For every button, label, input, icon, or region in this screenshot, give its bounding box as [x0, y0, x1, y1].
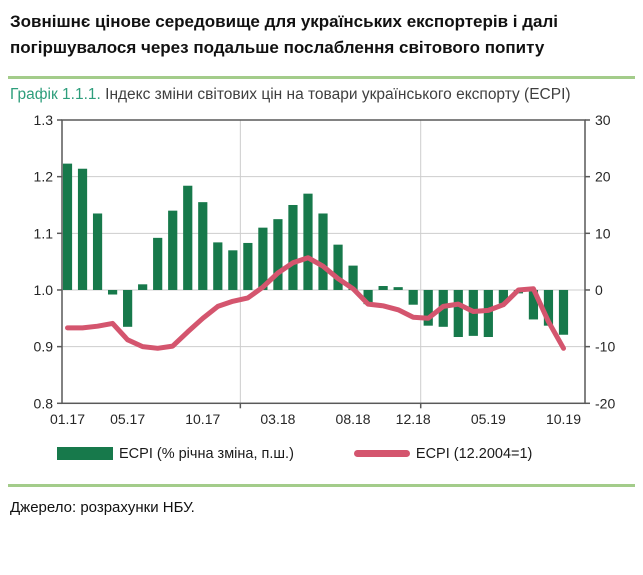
ecpi-yoy-bar: [348, 265, 358, 290]
ecpi-yoy-bar: [303, 193, 313, 290]
x-axis-label: 12.18: [396, 411, 431, 427]
left-axis-label: 0.8: [34, 395, 54, 411]
ecpi-yoy-bar: [138, 283, 148, 290]
ecpi-yoy-bar: [243, 242, 253, 290]
left-axis-label: 0.9: [34, 338, 54, 354]
right-axis-label: 0: [595, 282, 603, 298]
x-axis-label: 05.19: [471, 411, 506, 427]
x-axis-label: 08.18: [336, 411, 371, 427]
ecpi-index-line: [65, 254, 566, 351]
page-title: Зовнішнє цінове середовище для українськ…: [10, 12, 559, 58]
legend-item-line: ECPI (12.2004=1): [353, 445, 533, 462]
ecpi-yoy-bar: [273, 218, 283, 290]
ecpi-yoy-bar: [92, 213, 103, 290]
ecpi-yoy-bar: [288, 204, 298, 290]
ecpi-chart: 1.3 1.2 1.1 1.0 0.9 0.8 30 20 10 0 -10 -20 01.17 05.1…: [34, 112, 616, 427]
ecpi-yoy-bar: [318, 213, 328, 290]
right-axis-label: 20: [595, 168, 611, 184]
ecpi-yoy-bar: [153, 237, 163, 290]
left-axis-label: 1.1: [34, 225, 54, 241]
legend-item-bars: ECPI (% річна зміна, п.ш.): [57, 446, 294, 462]
right-axis-label: -20: [595, 395, 615, 411]
ecpi-yoy-bar: [528, 289, 539, 320]
ecpi-yoy-bar: [483, 289, 493, 337]
plot-border: [61, 118, 586, 404]
chart-legend: ECPI (% річна зміна, п.ш.) ECPI (12.2004…: [57, 446, 643, 462]
ecpi-yoy-bar: [543, 289, 554, 326]
ecpi-yoy-bar: [183, 185, 193, 290]
chart-number: Графік 1.1.1.: [10, 85, 101, 103]
line-series-swatch: [353, 450, 410, 458]
bar-series-swatch: [57, 447, 113, 461]
ecpi-yoy-bar: [62, 163, 73, 290]
left-axis-label: 1.3: [34, 112, 54, 128]
ecpi-yoy-bar: [107, 289, 118, 295]
ecpi-yoy-bar: [77, 168, 88, 290]
ecpi-yoy-bar: [198, 201, 208, 290]
x-axis-label: 10.19: [546, 411, 581, 427]
ecpi-yoy-bar: [168, 210, 178, 290]
ecpi-yoy-bar: [213, 241, 223, 290]
legend-label-line: ECPI (12.2004=1): [415, 445, 533, 462]
x-axis-label: 01.17: [50, 411, 85, 427]
right-axis-label: -10: [595, 338, 615, 354]
ecpi-yoy-bar: [558, 289, 569, 335]
chart-caption: Графік 1.1.1. Індекс зміни світових цін …: [10, 85, 578, 106]
ecpi-yoy-bar: [423, 289, 433, 326]
chart-caption-text: Індекс зміни світових цін на товари укра…: [100, 85, 571, 103]
separator-line-bottom: [8, 483, 635, 487]
x-axis-label: 03.18: [260, 411, 295, 427]
separator-line-top: [8, 75, 635, 79]
left-axis-label: 1.0: [34, 282, 54, 298]
x-axis-label: 10.17: [185, 411, 220, 427]
ecpi-yoy-bar: [378, 285, 388, 290]
ecpi-yoy-bar: [498, 289, 508, 304]
ecpi-yoy-bar: [393, 286, 403, 290]
left-axis-label: 1.2: [34, 168, 54, 184]
ecpi-yoy-bar: [453, 289, 463, 337]
right-axis-label: 30: [595, 112, 611, 128]
x-axis-label: 05.17: [110, 411, 145, 427]
ecpi-yoy-bar: [123, 289, 133, 327]
right-axis-label: 10: [595, 225, 611, 241]
ecpi-yoy-bar: [333, 244, 343, 290]
ecpi-yoy-bar: [258, 227, 268, 290]
ecpi-yoy-bar: [363, 289, 373, 304]
ecpi-yoy-bar: [408, 289, 418, 305]
legend-label-bars: ECPI (% річна зміна, п.ш.): [119, 445, 294, 462]
ecpi-yoy-bar: [228, 249, 238, 290]
source-note: Джерело: розрахунки НБУ.: [10, 498, 195, 516]
